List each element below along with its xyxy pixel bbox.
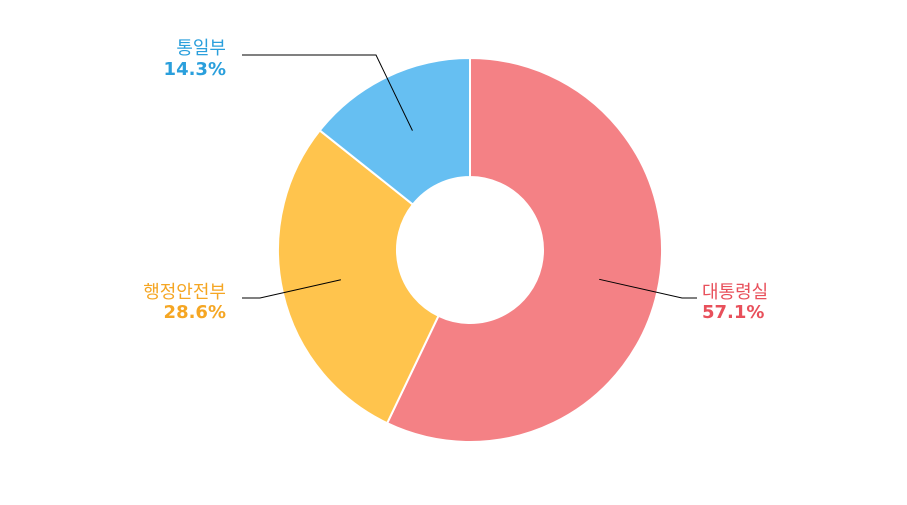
leader-line-0 — [599, 278, 697, 299]
slice-value-label-1: 28.6% — [164, 302, 226, 323]
slice-0[interactable] — [385, 56, 663, 443]
slices-group — [277, 56, 663, 443]
slice-1[interactable] — [277, 129, 440, 425]
leader-line-2 — [242, 54, 413, 131]
slice-label-1: 행정안전부 — [143, 282, 226, 303]
slice-label-0: 대통령실 — [702, 282, 768, 303]
slice-value-label-2: 14.3% — [164, 59, 226, 80]
slice-value-label-0: 57.1% — [702, 302, 764, 323]
slice-2[interactable] — [318, 56, 471, 206]
leader-line-1 — [242, 279, 341, 299]
leader-lines-group — [242, 54, 697, 299]
slice-label-2: 통일부 — [176, 38, 226, 59]
